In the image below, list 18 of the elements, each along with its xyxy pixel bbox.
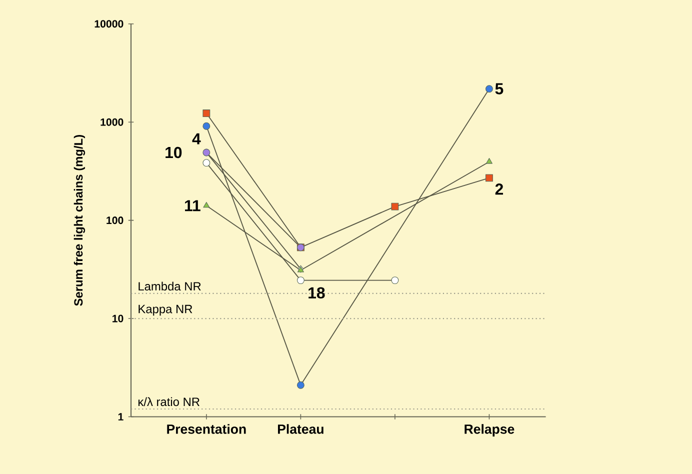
annotation: 4: [192, 133, 201, 144]
ref-line-label: κ/λ ratio NR: [138, 397, 200, 406]
y-axis-title: Serum free light chains (mg/L): [74, 134, 86, 306]
y-tick-label: 10000: [94, 20, 124, 28]
ref-line-label: Kappa NR: [138, 304, 192, 316]
x-tick-label: Relapse: [464, 424, 514, 436]
ref-line-label: Lambda NR: [138, 282, 201, 290]
y-tick-label: 1000: [100, 118, 124, 126]
y-tick-label: 1: [118, 412, 124, 420]
x-tick-label: Plateau: [278, 424, 324, 434]
annotation: 10: [166, 146, 182, 158]
annotation: 5: [495, 83, 504, 94]
annotation: 2: [495, 183, 504, 194]
annotation: 11: [185, 200, 200, 211]
y-tick-label: 100: [106, 216, 124, 224]
y-tick-label: 10: [112, 314, 124, 322]
x-tick-label: Presentation: [167, 424, 246, 434]
annotation: 18: [308, 286, 325, 298]
